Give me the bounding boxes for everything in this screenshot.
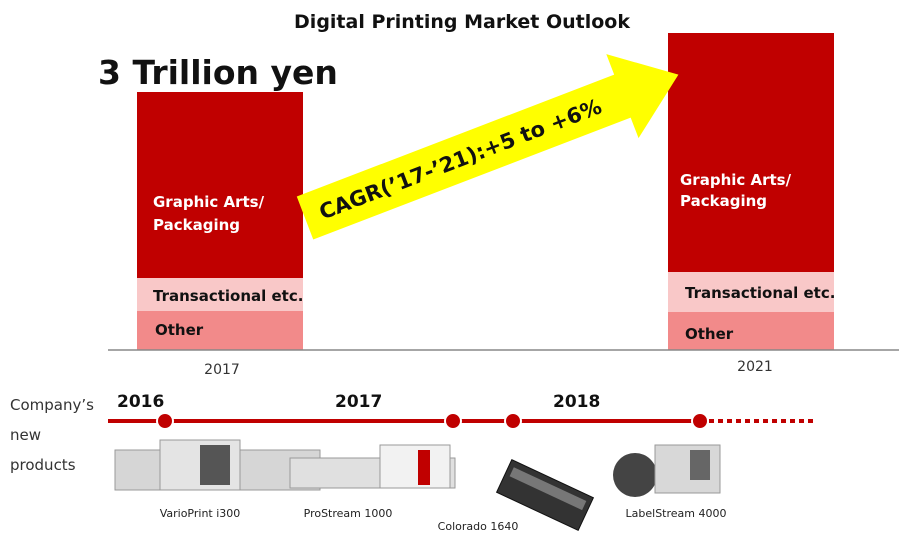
arrow-shape bbox=[296, 54, 679, 240]
timeline-label: Company’s bbox=[10, 396, 94, 414]
product-image bbox=[114, 439, 321, 491]
segment-graphic bbox=[137, 92, 303, 278]
product-label: Colorado 1640 bbox=[438, 520, 519, 533]
timeline-year: 2018 bbox=[553, 392, 600, 412]
year-label: 2017 bbox=[204, 362, 240, 378]
segment-label: Packaging bbox=[680, 192, 767, 210]
segment-label: Transactional etc. bbox=[153, 287, 303, 305]
bar-2021: Graphic Arts/ Packaging Transactional et… bbox=[668, 33, 835, 350]
segment-transactional bbox=[668, 272, 834, 312]
product-label: ProStream 1000 bbox=[304, 507, 393, 520]
product-label: LabelStream 4000 bbox=[626, 507, 727, 520]
timeline-dot bbox=[504, 412, 522, 430]
segment-label: Graphic Arts/ bbox=[153, 193, 265, 211]
segment-transactional bbox=[137, 278, 303, 311]
growth-arrow: CAGR(’17-’21):+5 to +6% bbox=[296, 54, 679, 240]
timeline-dot bbox=[691, 412, 709, 430]
headline: 3 Trillion yen bbox=[98, 53, 338, 92]
title: Digital Printing Market Outlook bbox=[294, 11, 630, 33]
segment-graphic bbox=[668, 33, 834, 272]
cagr-label: CAGR(’17-’21):+5 to +6% bbox=[316, 94, 605, 224]
segment-other bbox=[137, 311, 303, 350]
timeline-label: new bbox=[10, 426, 41, 444]
segment-label: Other bbox=[685, 325, 734, 343]
segment-other bbox=[668, 312, 834, 350]
product-image bbox=[289, 444, 456, 489]
segment-label: Packaging bbox=[153, 216, 240, 234]
segment-label: Other bbox=[155, 321, 204, 339]
timeline-dot bbox=[444, 412, 462, 430]
product-image bbox=[495, 459, 595, 531]
timeline-year: 2016 bbox=[117, 392, 164, 412]
segment-label: Graphic Arts/ bbox=[680, 171, 792, 189]
timeline-label: products bbox=[10, 456, 76, 474]
year-label: 2021 bbox=[737, 359, 773, 375]
bar-2017: Graphic Arts/ Packaging Transactional et… bbox=[137, 92, 303, 350]
timeline-dot bbox=[156, 412, 174, 430]
segment-label: Transactional etc. bbox=[685, 284, 835, 302]
timeline-year: 2017 bbox=[335, 392, 382, 412]
product-label: VarioPrint i300 bbox=[160, 507, 241, 520]
timeline-dots bbox=[156, 412, 709, 430]
product-image bbox=[613, 444, 721, 497]
